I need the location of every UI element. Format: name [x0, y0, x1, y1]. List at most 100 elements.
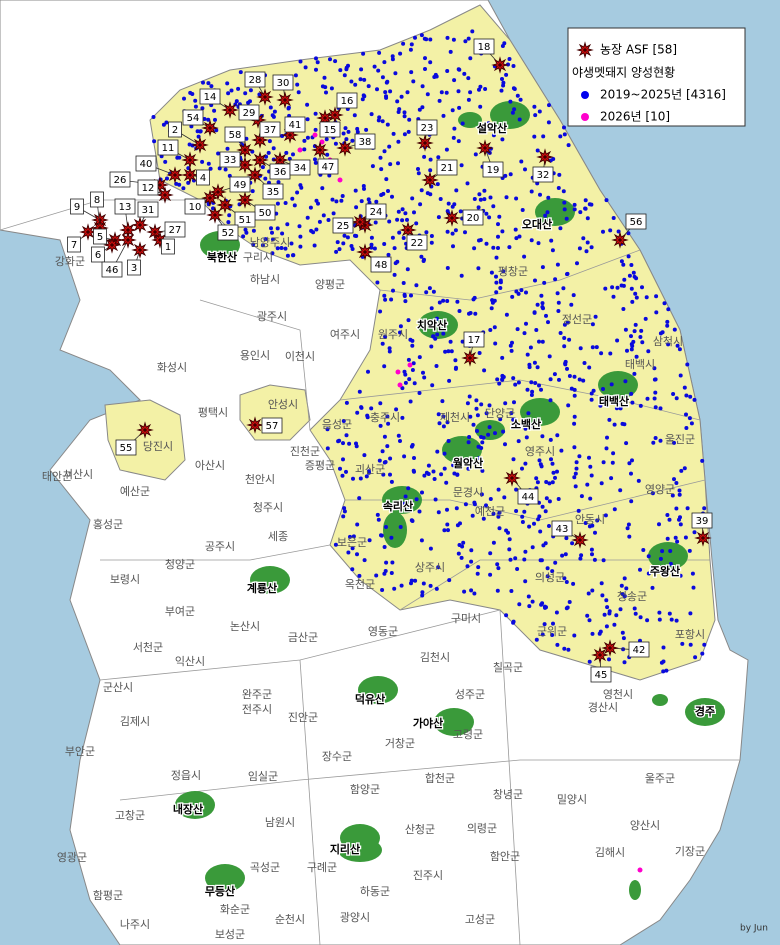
farm-label-box [259, 121, 281, 138]
boar-dot [424, 290, 429, 295]
boar-dot [646, 571, 651, 576]
boar-dot [684, 426, 689, 430]
boar-dot [540, 301, 545, 306]
boar-dot [397, 230, 402, 235]
boar-dot [468, 414, 473, 419]
boar-dot [608, 351, 613, 356]
boar-dot [275, 226, 280, 231]
boar-dot [562, 344, 567, 349]
boar-dot [446, 349, 451, 354]
farm-label: 1 [165, 242, 171, 253]
boar-dot [669, 617, 674, 622]
farm-label-box [416, 119, 438, 136]
boar-dot [447, 378, 452, 383]
boar-dot [444, 147, 449, 152]
place-label: 곡성군 [250, 861, 280, 874]
boar-dot [459, 457, 463, 461]
boar-dot [283, 246, 288, 251]
boar-dot [511, 64, 516, 68]
boar-dot [198, 129, 203, 134]
boar-dot [590, 552, 594, 557]
boar-dot [445, 522, 450, 527]
boar-dot [455, 299, 460, 304]
boar-dot [411, 468, 416, 473]
farm-label-box [127, 259, 141, 276]
boar-dot [527, 604, 532, 609]
boar-dot [226, 91, 231, 96]
legend-title: 야생멧돼지 양성현황 [572, 66, 675, 80]
boar-dot [572, 633, 577, 638]
boar-dot [334, 249, 339, 254]
boar-dot [398, 525, 403, 529]
boar-dot [629, 347, 634, 352]
park [648, 542, 688, 570]
farm-label: 32 [537, 170, 550, 181]
boar-dot [618, 607, 623, 612]
farm-label: 48 [375, 260, 388, 271]
place-label: 서산시 [63, 468, 93, 481]
mountain-label: 주왕산 [650, 564, 680, 578]
place-label: 삼척시 [653, 335, 683, 348]
boar-dot [567, 337, 572, 342]
boar-dot [522, 331, 527, 336]
boar-dot [585, 216, 590, 221]
boar-dot [434, 364, 439, 368]
boar-dot [441, 331, 446, 336]
farm-label: 19 [487, 165, 500, 176]
boar-dot [396, 161, 400, 166]
credit: by Jun [740, 924, 768, 934]
boar-dot [435, 449, 440, 454]
place-label: 공주시 [205, 540, 235, 553]
boar-dot [312, 243, 317, 248]
boar-dot [382, 364, 387, 369]
place-label: 남양주시 [250, 236, 290, 249]
place-label: 영동군 [368, 625, 398, 638]
boar-dot [350, 546, 355, 551]
boar-dot [530, 599, 535, 604]
boar-dot [621, 307, 626, 311]
boar-dot [445, 507, 449, 512]
boar-dot [541, 134, 546, 139]
boar-dot [298, 59, 303, 64]
boar-dot [658, 438, 663, 443]
boar-dot [402, 114, 407, 119]
boar-dot [358, 476, 363, 481]
boar-dot [342, 506, 347, 511]
boar-dot [416, 167, 420, 171]
mountain-label: 오대산 [522, 217, 552, 231]
farm-star-center [406, 228, 410, 232]
boar-dot [513, 556, 518, 561]
boar-dot [517, 117, 522, 122]
farm-label: 46 [106, 265, 119, 276]
boar-dot [367, 538, 372, 543]
boar-dot [520, 208, 525, 212]
boar-dot [369, 406, 374, 411]
boar-dot [479, 402, 484, 407]
boar-dot [491, 511, 496, 516]
boar-dot [659, 565, 664, 570]
boar-dot [551, 470, 556, 475]
boar-dot [556, 497, 561, 501]
farm-label: 45 [595, 670, 608, 681]
boar-dot [386, 421, 391, 426]
boar-dot [400, 218, 405, 223]
boar-dot [533, 278, 537, 283]
boar-dot [339, 198, 344, 203]
place-label: 태안군 [42, 470, 72, 483]
boar-dot [520, 514, 525, 519]
boar-dot [484, 503, 488, 508]
boar-dot [557, 172, 562, 177]
boar-dot [536, 517, 541, 522]
boar-dot [285, 222, 290, 227]
boar-dot [374, 199, 379, 204]
boar-dot [365, 413, 370, 418]
boar-dot [616, 229, 621, 234]
boar-dot [658, 556, 663, 561]
boar-dot [344, 137, 349, 142]
boar-dot [590, 631, 595, 636]
farm-label: 40 [140, 159, 153, 170]
boar-dot [442, 451, 447, 456]
boar-dot [496, 222, 500, 227]
boar-dot [428, 60, 433, 65]
boar-dot [422, 473, 427, 478]
